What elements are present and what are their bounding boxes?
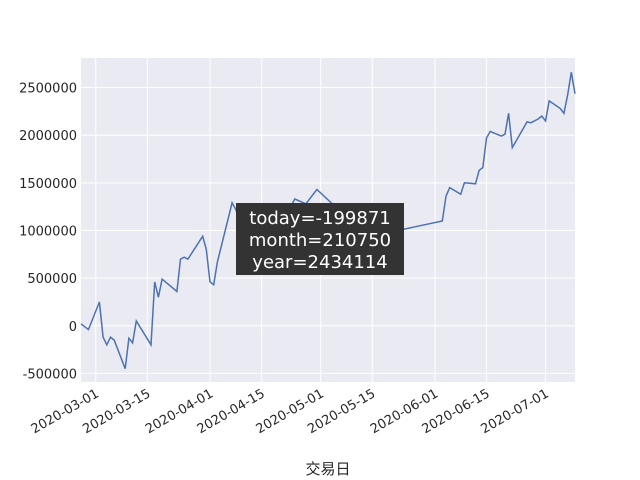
y-tick-label: 2000000	[19, 129, 77, 144]
line	[80, 72, 576, 369]
annotation-box	[236, 203, 404, 275]
y-tick-label: 0	[69, 320, 77, 335]
annotation: today=-199871	[249, 208, 390, 229]
y-tick-label: 1000000	[19, 224, 77, 239]
annotation: month=210750	[249, 230, 391, 251]
x-tick-label: 2020-07-01	[479, 386, 552, 437]
y-tick-label: 1500000	[19, 177, 77, 192]
y-tick-label: 500000	[27, 272, 77, 287]
y-tick-label: 2500000	[19, 82, 77, 97]
y-tick-label: -500000	[23, 367, 77, 382]
x-axis-label: 交易日	[305, 460, 350, 478]
annotation: year=2434114	[252, 252, 387, 273]
